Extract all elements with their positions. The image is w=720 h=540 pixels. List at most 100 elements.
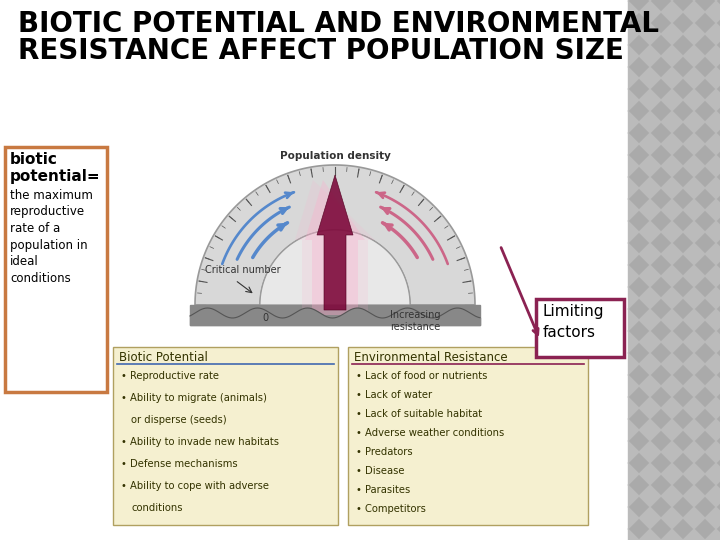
- Polygon shape: [716, 78, 720, 100]
- Polygon shape: [672, 12, 694, 34]
- Polygon shape: [694, 474, 716, 496]
- Text: Increasing
resistance: Increasing resistance: [390, 310, 441, 332]
- Polygon shape: [628, 232, 650, 254]
- Text: factors: factors: [543, 325, 596, 340]
- Polygon shape: [694, 452, 716, 474]
- Polygon shape: [628, 518, 650, 540]
- Polygon shape: [716, 210, 720, 232]
- Polygon shape: [260, 230, 410, 305]
- Polygon shape: [650, 0, 672, 12]
- Polygon shape: [716, 364, 720, 386]
- Polygon shape: [694, 430, 716, 452]
- Polygon shape: [305, 180, 365, 315]
- Polygon shape: [672, 166, 694, 188]
- Polygon shape: [650, 518, 672, 540]
- Polygon shape: [628, 0, 650, 12]
- Polygon shape: [650, 144, 672, 166]
- Polygon shape: [628, 166, 650, 188]
- Polygon shape: [672, 122, 694, 144]
- FancyBboxPatch shape: [5, 147, 107, 392]
- Text: 0: 0: [262, 313, 268, 323]
- Polygon shape: [195, 165, 475, 305]
- Polygon shape: [694, 34, 716, 56]
- Text: • Lack of suitable habitat: • Lack of suitable habitat: [356, 409, 482, 419]
- Polygon shape: [694, 518, 716, 540]
- Polygon shape: [694, 100, 716, 122]
- Polygon shape: [672, 452, 694, 474]
- Polygon shape: [650, 342, 672, 364]
- Polygon shape: [672, 34, 694, 56]
- Polygon shape: [650, 430, 672, 452]
- Polygon shape: [672, 100, 694, 122]
- Polygon shape: [628, 144, 650, 166]
- Polygon shape: [650, 298, 672, 320]
- Polygon shape: [716, 496, 720, 518]
- Polygon shape: [716, 56, 720, 78]
- FancyBboxPatch shape: [536, 299, 624, 357]
- Polygon shape: [628, 188, 650, 210]
- Polygon shape: [694, 12, 716, 34]
- Polygon shape: [694, 188, 716, 210]
- Polygon shape: [672, 298, 694, 320]
- Polygon shape: [628, 452, 650, 474]
- Polygon shape: [694, 122, 716, 144]
- FancyBboxPatch shape: [113, 347, 338, 525]
- Polygon shape: [650, 452, 672, 474]
- Polygon shape: [716, 474, 720, 496]
- Polygon shape: [650, 254, 672, 276]
- Polygon shape: [628, 386, 650, 408]
- Text: • Ability to invade new habitats: • Ability to invade new habitats: [121, 437, 279, 447]
- Polygon shape: [716, 320, 720, 342]
- Polygon shape: [650, 474, 672, 496]
- Polygon shape: [628, 12, 650, 34]
- Polygon shape: [694, 298, 716, 320]
- Polygon shape: [716, 12, 720, 34]
- Text: • Reproductive rate: • Reproductive rate: [121, 371, 219, 381]
- Polygon shape: [716, 342, 720, 364]
- Polygon shape: [716, 122, 720, 144]
- Text: • Defense mechanisms: • Defense mechanisms: [121, 459, 238, 469]
- Polygon shape: [716, 232, 720, 254]
- Polygon shape: [650, 232, 672, 254]
- Polygon shape: [317, 175, 353, 310]
- Polygon shape: [694, 254, 716, 276]
- Polygon shape: [650, 188, 672, 210]
- Polygon shape: [716, 100, 720, 122]
- Polygon shape: [650, 276, 672, 298]
- Polygon shape: [672, 364, 694, 386]
- Polygon shape: [650, 34, 672, 56]
- Polygon shape: [694, 56, 716, 78]
- Polygon shape: [628, 122, 650, 144]
- Text: • Predators: • Predators: [356, 447, 413, 457]
- Polygon shape: [716, 188, 720, 210]
- Polygon shape: [694, 496, 716, 518]
- Polygon shape: [716, 408, 720, 430]
- Polygon shape: [694, 232, 716, 254]
- Polygon shape: [628, 408, 650, 430]
- Polygon shape: [672, 320, 694, 342]
- Polygon shape: [650, 364, 672, 386]
- Polygon shape: [694, 0, 716, 12]
- Polygon shape: [716, 430, 720, 452]
- Polygon shape: [628, 298, 650, 320]
- Polygon shape: [694, 320, 716, 342]
- Polygon shape: [716, 166, 720, 188]
- Polygon shape: [672, 430, 694, 452]
- Polygon shape: [672, 496, 694, 518]
- Text: Limiting: Limiting: [543, 304, 605, 319]
- Text: • Disease: • Disease: [356, 466, 405, 476]
- Polygon shape: [694, 78, 716, 100]
- Polygon shape: [716, 144, 720, 166]
- Polygon shape: [672, 188, 694, 210]
- Polygon shape: [650, 166, 672, 188]
- Polygon shape: [694, 166, 716, 188]
- Polygon shape: [694, 144, 716, 166]
- Text: or disperse (seeds): or disperse (seeds): [131, 415, 227, 425]
- Polygon shape: [672, 254, 694, 276]
- Text: • Ability to cope with adverse: • Ability to cope with adverse: [121, 481, 269, 491]
- Polygon shape: [694, 386, 716, 408]
- Polygon shape: [650, 386, 672, 408]
- Polygon shape: [694, 210, 716, 232]
- Polygon shape: [295, 180, 375, 315]
- Polygon shape: [650, 12, 672, 34]
